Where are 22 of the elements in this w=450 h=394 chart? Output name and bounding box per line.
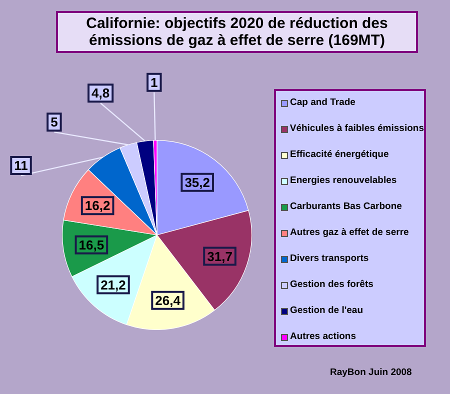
data-label: 16,5 [78, 237, 104, 252]
data-label: 16,2 [84, 198, 110, 214]
legend-label: Gestion de l'eau [290, 305, 363, 316]
data-label: 1 [150, 74, 158, 90]
data-label: 21,2 [100, 277, 126, 292]
legend-label: Efficacité énergétique [290, 149, 389, 160]
legend-label: Divers transports [290, 253, 369, 264]
legend-label: Véhicules à faibles émissions [290, 123, 424, 134]
data-label: 5 [50, 114, 58, 130]
data-label: 26,4 [155, 292, 182, 308]
data-label: 35,2 [184, 174, 210, 190]
data-label: 31,7 [207, 248, 232, 264]
legend-label: Autres actions [290, 331, 356, 342]
data-label: 4,8 [92, 86, 110, 101]
legend-label: Energies renouvelables [290, 175, 397, 186]
legend-label: Cap and Trade [290, 97, 356, 108]
data-label: 11 [14, 158, 28, 174]
chart-title: Californie: objectifs 2020 de réduction des émissions de gaz à effet de serre (169MT) [56, 11, 418, 53]
legend-label: Autres gaz à effet de serre [290, 227, 409, 238]
legend-label: Carburants Bas Carbone [290, 201, 402, 212]
legend-label: Gestion des forêts [290, 279, 374, 290]
text: RayBon Juin 2008 [330, 367, 412, 378]
